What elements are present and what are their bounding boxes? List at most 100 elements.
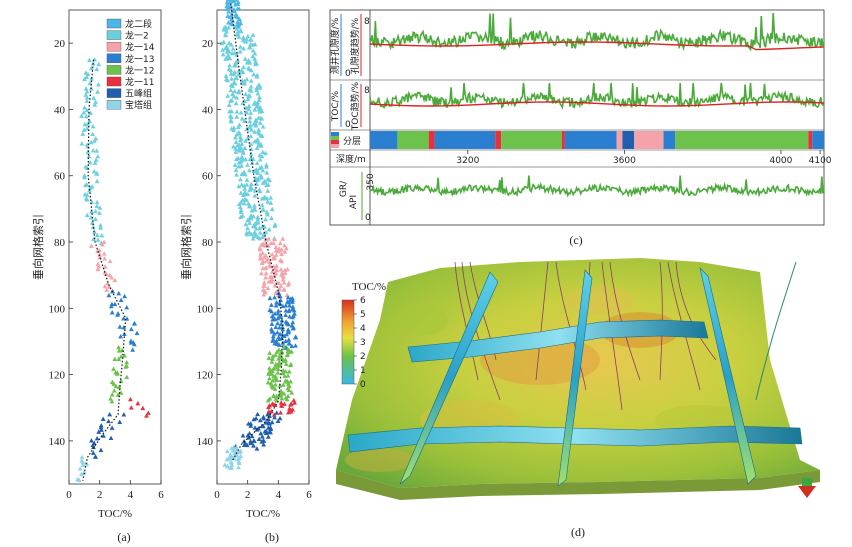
toc-trend — [369, 101, 825, 107]
b-points-marker — [280, 340, 286, 345]
b-points-marker — [275, 363, 281, 368]
layer-segment — [663, 131, 676, 149]
b-points-marker — [250, 32, 256, 37]
b-points-marker — [256, 94, 262, 100]
b-points-marker — [271, 393, 277, 399]
a-points-marker — [93, 454, 99, 459]
track3-label: 分层 — [343, 136, 361, 147]
a-points-marker — [109, 399, 115, 404]
b-points-marker — [233, 146, 238, 151]
b-points-marker — [241, 183, 247, 188]
panel-b-points — [219, 0, 299, 471]
b-points-marker — [250, 236, 256, 241]
b-points-marker — [286, 409, 291, 415]
b-points-marker — [272, 222, 278, 227]
a-points-marker — [112, 277, 118, 282]
b-points-marker — [265, 379, 271, 385]
b-points-marker — [232, 88, 238, 94]
b-points-marker — [247, 220, 252, 225]
a-points-marker — [90, 450, 96, 455]
a-points-marker — [98, 422, 104, 428]
b-points-marker — [278, 350, 284, 356]
b-points-marker — [275, 366, 281, 371]
b-points-marker — [270, 353, 276, 359]
panel-a-frame — [68, 9, 162, 485]
b-points-marker — [261, 292, 267, 297]
a-points-marker — [94, 66, 100, 72]
b-points-marker — [273, 373, 278, 379]
b-points-marker — [255, 411, 260, 417]
b-points-marker — [238, 214, 244, 219]
a-points-marker — [93, 208, 99, 214]
b-points-marker — [231, 144, 236, 149]
b-points-marker — [286, 337, 292, 342]
b-points-marker — [248, 133, 254, 139]
b-points-marker — [247, 118, 253, 124]
depth-tick-label: 3600 — [613, 156, 636, 166]
b-points-marker — [282, 373, 288, 378]
a-points-marker — [85, 149, 91, 154]
b-points-marker — [293, 343, 298, 348]
b-points-marker — [234, 75, 239, 80]
panel-d-3d-model: TOC/% 0 1 2 3 4 5 6 (d) — [336, 258, 820, 539]
b-points-marker — [286, 328, 292, 334]
b-points-marker — [281, 287, 287, 292]
b-points-marker — [266, 355, 272, 360]
b-points-marker — [263, 237, 269, 242]
a-points-marker — [111, 388, 117, 393]
b-points-marker — [290, 319, 296, 325]
b-points-marker — [278, 400, 284, 405]
a-points-marker — [87, 80, 93, 86]
b-points-marker — [279, 251, 285, 257]
b-points-marker — [226, 9, 232, 14]
b-points-marker — [285, 351, 290, 357]
b-points-marker — [280, 367, 286, 373]
b-points-marker — [223, 73, 229, 78]
a-points-marker — [92, 102, 98, 107]
b-points-marker — [271, 240, 276, 246]
layer-segment — [501, 131, 562, 149]
a-points-marker — [82, 76, 87, 82]
b-points-marker — [276, 359, 282, 365]
a-points-marker — [90, 224, 96, 230]
legend-label: 五峰组 — [125, 88, 152, 100]
b-points-marker — [230, 448, 236, 453]
a-points-marker — [79, 471, 84, 477]
layer-segment — [370, 131, 398, 149]
fault-plane-north — [407, 319, 709, 363]
surface-edge — [336, 470, 820, 500]
b-points-marker — [253, 226, 259, 231]
a-points-marker — [92, 57, 97, 62]
b-points-marker — [250, 48, 256, 53]
a-points-marker — [90, 147, 96, 153]
b-points-marker — [289, 349, 295, 354]
b-points-marker — [252, 193, 258, 198]
b-points-marker — [242, 145, 248, 150]
b-points-marker — [266, 226, 272, 232]
log-curve — [369, 12, 825, 52]
a-points-marker — [81, 469, 87, 475]
b-points-marker — [270, 333, 276, 339]
a-points-marker — [118, 297, 124, 303]
b-points-marker — [289, 390, 295, 395]
b-points-marker — [285, 373, 291, 378]
b-points-marker — [255, 170, 261, 175]
a-points-marker — [94, 436, 100, 441]
a-points-marker — [128, 396, 133, 402]
b-points-marker — [236, 22, 242, 27]
b-points-marker — [238, 204, 243, 210]
b-points-marker — [267, 375, 272, 381]
a-points-marker — [144, 413, 149, 418]
b-points-marker — [286, 308, 292, 314]
b-points-marker — [274, 329, 280, 335]
a-points-marker — [118, 333, 124, 339]
b-points-marker — [237, 17, 243, 22]
legend-swatch — [106, 53, 122, 63]
b-points-marker — [255, 91, 261, 96]
b-points-marker — [261, 415, 267, 421]
b-points-marker — [265, 411, 271, 417]
a-points-marker — [82, 105, 88, 110]
b-points-marker — [228, 98, 233, 103]
b-points-marker — [243, 138, 248, 143]
track4-header: GR/ API 0 350 — [339, 172, 376, 223]
